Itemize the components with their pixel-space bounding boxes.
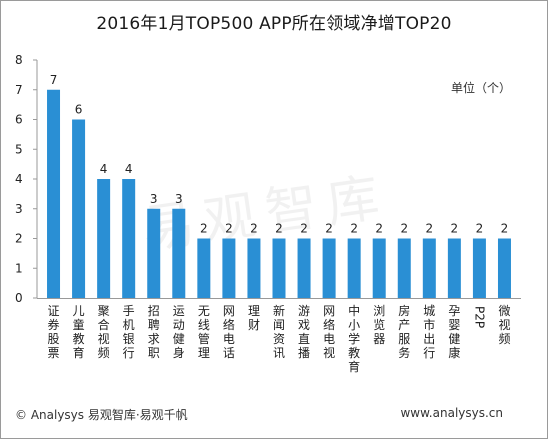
x-category-label: 网络电视 [323, 304, 335, 360]
bar-value-label: 2 [250, 222, 258, 236]
bar-value-label: 2 [501, 222, 509, 236]
bar [347, 238, 361, 298]
bar-value-label: 2 [275, 222, 283, 236]
x-category-label: 聚合视频 [98, 304, 110, 360]
bar-value-label: 4 [125, 162, 133, 176]
bar [247, 238, 261, 298]
y-tick-label: 4 [15, 172, 23, 186]
bar [122, 179, 136, 298]
x-category-label: 手机银行 [123, 304, 135, 360]
bar-value-label: 2 [225, 222, 233, 236]
bar [447, 238, 461, 298]
bar-value-label: 2 [300, 222, 308, 236]
bar [172, 208, 186, 298]
bar [397, 238, 411, 298]
bar-value-label: 3 [175, 192, 183, 206]
x-category-label: 无线管理 [198, 304, 210, 360]
bar [497, 238, 511, 298]
x-category-label: 房产服务 [398, 303, 410, 360]
x-category-label: P2P [472, 306, 486, 328]
bar [97, 179, 111, 298]
y-tick-label: 2 [15, 232, 23, 246]
bar-value-label: 4 [100, 162, 108, 176]
x-category-label: 中小学教育 [348, 303, 360, 374]
y-tick-label: 8 [15, 53, 23, 67]
x-category-label: 理财 [248, 304, 260, 332]
bar [72, 119, 86, 298]
chart-title: 2016年1月TOP500 APP所在领域净增TOP20 [96, 14, 452, 34]
y-tick-label: 1 [15, 261, 23, 275]
x-category-label: 浏览器 [373, 304, 385, 346]
x-category-label: 证券股票 [48, 304, 60, 360]
bar-value-label: 7 [50, 73, 58, 87]
bar-value-label: 2 [200, 222, 208, 236]
y-tick-label: 5 [15, 142, 23, 156]
bar-value-label: 2 [476, 222, 484, 236]
unit-label: 单位（个） [451, 81, 512, 95]
bar [372, 238, 386, 298]
x-category-label: 儿童教育 [73, 304, 85, 360]
x-category-label: 孕婴健康 [448, 304, 460, 360]
bar-value-label: 3 [150, 192, 158, 206]
bar-value-label: 2 [400, 222, 408, 236]
bar [222, 238, 236, 298]
bar [47, 89, 61, 298]
x-category-label: 微视频 [498, 304, 510, 346]
footer-website: www.analysys.cn [400, 406, 503, 420]
bar [472, 238, 486, 298]
bar-value-label: 2 [325, 222, 333, 236]
y-tick-label: 7 [15, 83, 23, 97]
bar [147, 208, 161, 298]
y-tick-label: 0 [15, 291, 23, 305]
y-tick-label: 6 [15, 113, 23, 127]
bar-value-label: 6 [75, 103, 83, 117]
bar [297, 238, 311, 298]
bar-value-label: 2 [425, 222, 433, 236]
bar [422, 238, 436, 298]
x-category-label: 城市出行 [423, 304, 435, 360]
x-category-label: 新闻资讯 [273, 303, 285, 360]
bar [322, 238, 336, 298]
bar-value-label: 2 [350, 222, 358, 236]
x-category-label: 运动健身 [173, 304, 185, 360]
x-category-label: 游戏直播 [298, 304, 310, 360]
bar [197, 238, 211, 298]
bar-value-label: 2 [451, 222, 459, 236]
x-category-label: 网络电话 [223, 304, 235, 360]
bar [272, 238, 286, 298]
bar-value-label: 2 [375, 222, 383, 236]
y-tick-label: 3 [15, 202, 23, 216]
x-category-label: 招聘求职 [148, 304, 160, 360]
footer-copyright: © Analysys 易观智库·易观千帆 [15, 408, 188, 422]
